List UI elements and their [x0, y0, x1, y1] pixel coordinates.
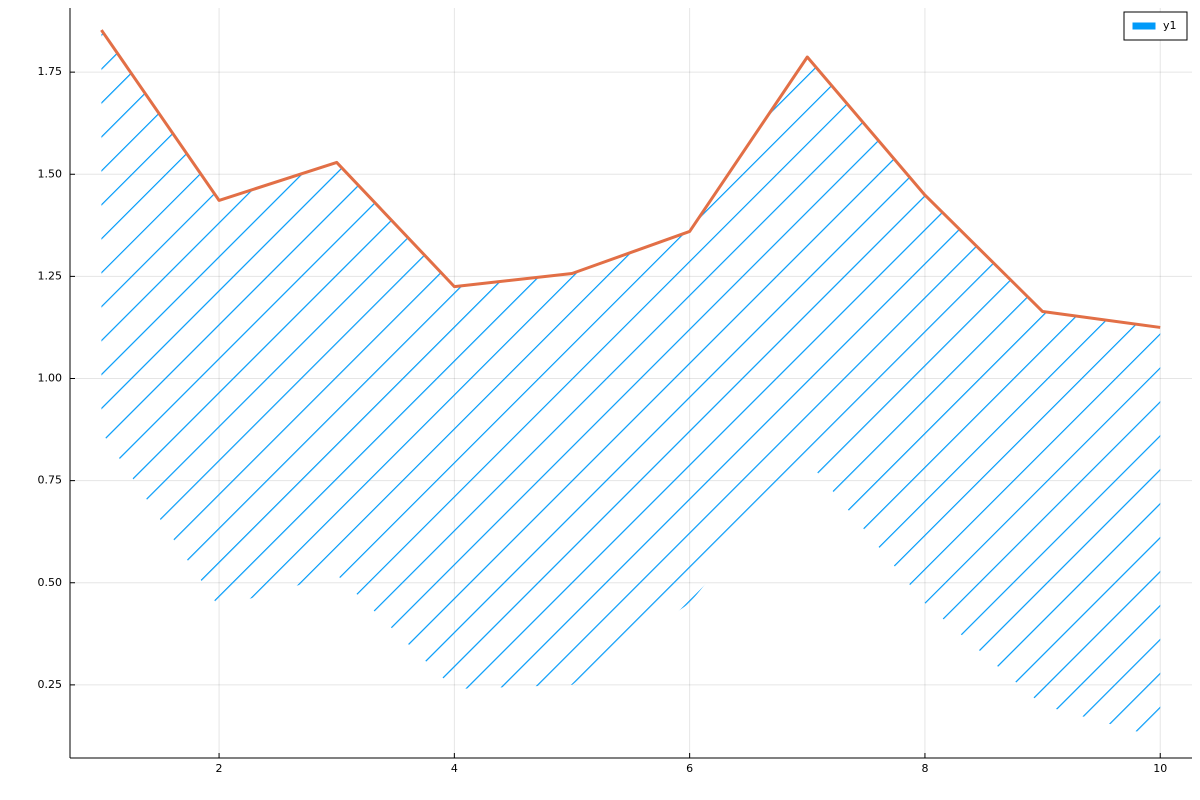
legend-label: y1 [1163, 19, 1177, 32]
y-tick-label: 0.75 [38, 474, 63, 487]
y-tick-label: 1.50 [38, 167, 63, 180]
x-tick-label: 6 [686, 762, 693, 775]
x-tick-label: 8 [921, 762, 928, 775]
y-tick-label: 1.00 [38, 372, 63, 385]
y-tick-label: 1.25 [38, 269, 63, 282]
y-tick-label: 0.25 [38, 678, 63, 691]
y-tick-label: 0.50 [38, 576, 63, 589]
x-tick-label: 10 [1153, 762, 1167, 775]
x-tick-label: 4 [451, 762, 458, 775]
ribbon [101, 30, 1161, 738]
y-tick-label: 1.75 [38, 65, 63, 78]
legend-swatch [1132, 22, 1156, 30]
x-tick-label: 2 [216, 762, 223, 775]
line [100, 29, 1161, 329]
